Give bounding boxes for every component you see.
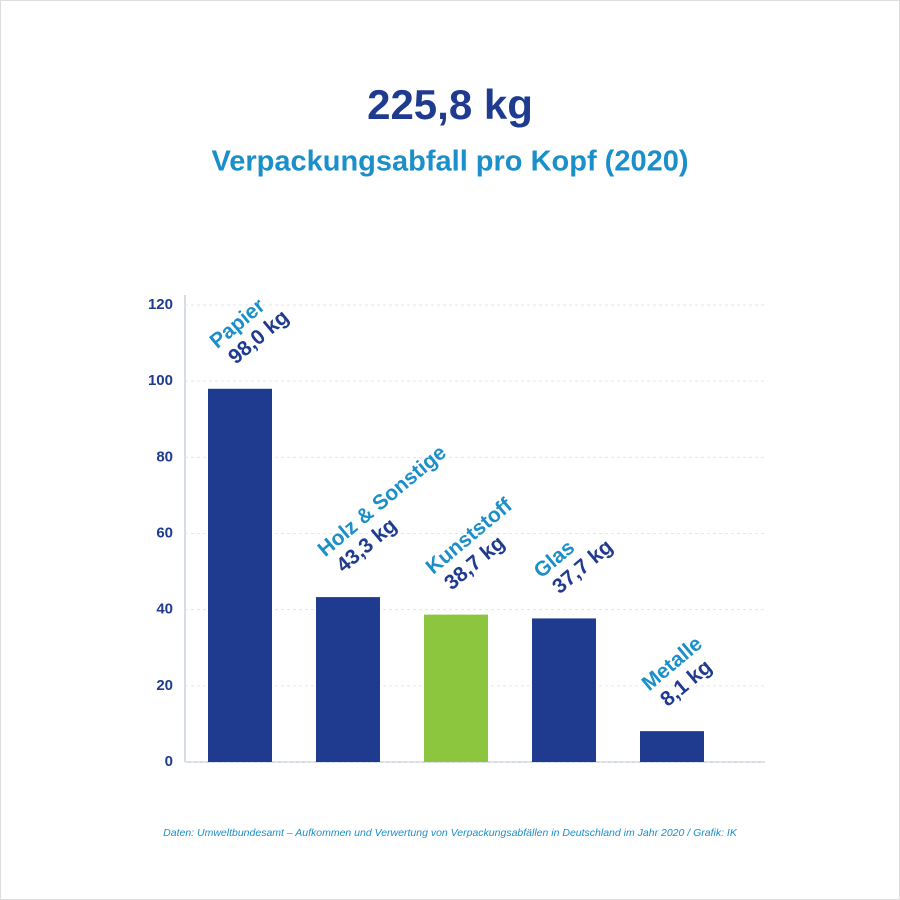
bar [532, 618, 596, 762]
y-tick-label: 60 [156, 524, 173, 541]
y-tick-label: 80 [156, 448, 173, 465]
y-tick-label: 20 [156, 677, 173, 694]
bar [640, 731, 704, 762]
y-tick-label: 40 [156, 601, 173, 618]
y-tick-label: 120 [148, 296, 173, 313]
chart-subtitle: Verpackungsabfall pro Kopf (2020) [211, 146, 688, 178]
y-tick-label: 100 [148, 372, 173, 389]
bar [316, 597, 380, 762]
y-tick-label: 0 [165, 753, 173, 770]
source-note: Daten: Umweltbundesamt – Aufkommen und V… [163, 827, 738, 839]
bar [424, 614, 488, 762]
chart-title: 225,8 kg [367, 81, 533, 128]
bar [208, 388, 272, 762]
